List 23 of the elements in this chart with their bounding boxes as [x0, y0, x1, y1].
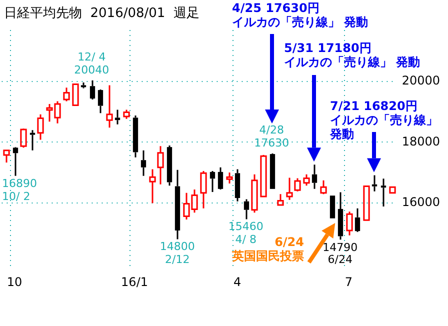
- x-tick-label: 7: [344, 274, 353, 289]
- annotation: 14800 2/12: [160, 240, 195, 267]
- annotation: イルカの「売り線」 発動: [284, 55, 420, 70]
- text: イルカの「売り線」 発動: [232, 15, 368, 30]
- text: 4/25 17630円: [232, 1, 320, 16]
- x-tick-label: 10: [6, 274, 22, 289]
- annotation: イルカの「売り線」: [330, 113, 438, 128]
- annotation: 7/21 16820円: [330, 99, 418, 114]
- y-tick-label: 16000: [402, 195, 440, 209]
- x-tick-label: 16/1: [121, 274, 148, 289]
- y-tick-label: 18000: [402, 134, 440, 148]
- chart-title: 日経平均先物 2016/08/01 週足: [4, 5, 200, 22]
- annotation: 14790 6/24: [322, 240, 358, 267]
- annotation: 6/24: [274, 235, 304, 250]
- annotation: 英国国民投票: [232, 249, 304, 264]
- annotation: 12/ 4 20040: [74, 51, 110, 78]
- annotation: 15460 4/ 8: [228, 220, 264, 247]
- annotation: 発動: [330, 127, 354, 142]
- annotation: 16890 10/ 2: [2, 176, 37, 204]
- y-tick-label: 20000: [402, 74, 440, 88]
- x-tick-label: 4: [234, 274, 242, 289]
- annotation: 5/31 17180円: [284, 41, 372, 56]
- annotation: 4/28 17630: [254, 124, 290, 150]
